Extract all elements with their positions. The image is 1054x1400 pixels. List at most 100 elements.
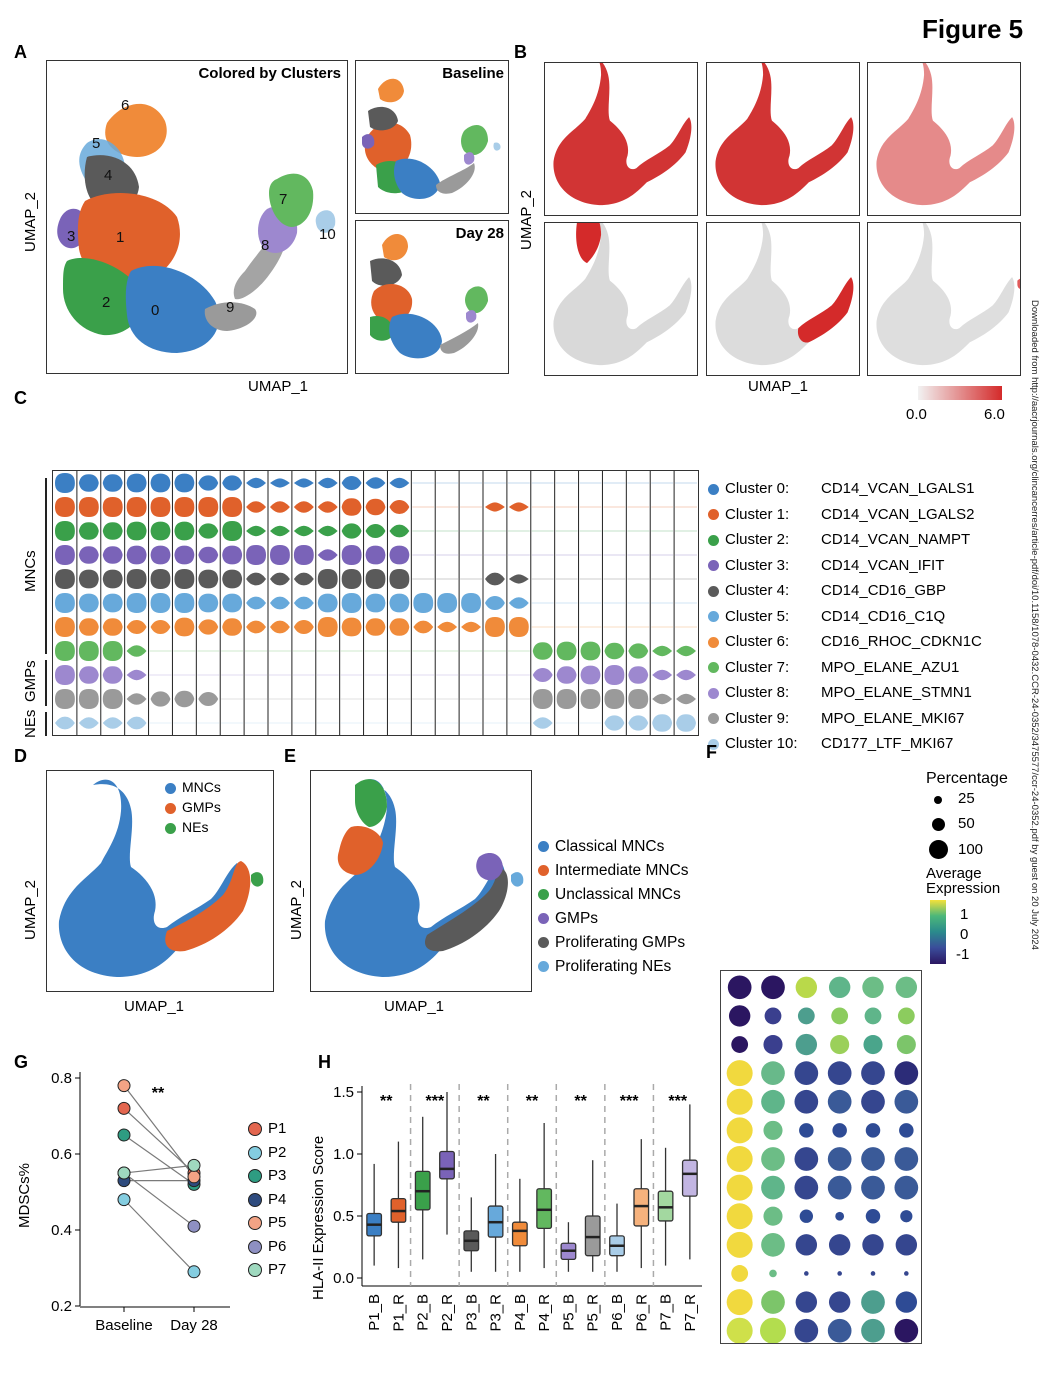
cluster-num-3: 3 — [67, 228, 75, 245]
chart-g-line-p3 — [123, 1134, 195, 1185]
panel-e-label: E — [284, 746, 297, 766]
cluster-num-0: 0 — [151, 302, 159, 319]
violin-svg — [54, 471, 697, 735]
chart-h-box-p7_r — [681, 1104, 698, 1260]
panel-e-ylabel: UMAP_2 — [288, 879, 305, 940]
cluster-legend-item-7: Cluster 7: MPO_ELANE_AZU1 — [708, 659, 959, 676]
violin-plot — [52, 470, 699, 736]
chart-g-point-p3 — [117, 1128, 131, 1142]
chart-h-ytick-label: 0.0 — [333, 1270, 354, 1287]
chart-h-significance: *** — [426, 1093, 445, 1110]
feature-svg-lyz — [553, 51, 692, 206]
chart-h-xtick-label: P5_B — [560, 1294, 577, 1331]
chart-h-xtick-label: P6_B — [609, 1294, 626, 1331]
chart-g-legend-p7: P7 — [248, 1261, 286, 1278]
cluster-num-2: 2 — [102, 294, 110, 311]
chart-g-point-p7 — [187, 1158, 201, 1172]
subtype-legend-item-0: Classical MNCs — [538, 838, 664, 856]
chart-h-box-p1_b — [366, 1163, 383, 1266]
panel-b-ylabel: UMAP_2 — [518, 189, 535, 250]
chart-g-ylabel: MDSCs% — [16, 1162, 33, 1228]
cluster-dot — [708, 509, 719, 521]
panel-a-xlabel: UMAP_1 — [248, 378, 309, 395]
umap-day28-svg — [370, 233, 488, 359]
cluster-legend-item-0: Cluster 0: CD14_VCAN_LGALS1 — [708, 480, 974, 497]
panel-a-ylabel: UMAP_2 — [22, 191, 39, 252]
legend-label: P3 — [268, 1167, 287, 1184]
cluster-dot — [708, 534, 719, 546]
chart-h-significance: ** — [574, 1093, 587, 1110]
mncs-bracket — [45, 478, 47, 654]
umap-day28-plot: Day 28 — [355, 220, 509, 374]
cluster-name: Cluster 3: — [725, 556, 790, 574]
cluster-name: Cluster 0: — [725, 480, 790, 497]
avg-expression-colorbar — [930, 900, 946, 964]
chart-g-ytick-label: 0.2 — [51, 1298, 72, 1315]
chart-h-xtick-label: P1_R — [390, 1294, 407, 1332]
mdsc-line-chart: 0.2 0.4 0.6 0.8 Baseline Day 28 ** — [51, 1070, 230, 1334]
cluster-desc: CD14_VCAN_IFIT — [821, 556, 945, 574]
panel-b-label: B — [514, 42, 527, 62]
cluster-legend-item-10: Cluster 10: CD177_LTF_MKI67 — [708, 735, 953, 752]
expression-colorbar — [918, 386, 1002, 400]
baseline-title: Baseline — [442, 65, 504, 82]
cluster-name: Cluster 7: — [725, 658, 790, 676]
chart-g-point-p5 — [117, 1079, 131, 1093]
panel-b-xlabel: UMAP_1 — [748, 378, 809, 395]
subtype-label: Proliferating NEs — [555, 958, 672, 975]
chart-h-xtick-label: P2_R — [439, 1294, 456, 1332]
cluster-dot — [708, 713, 719, 725]
panel-f-label: F — [706, 742, 717, 762]
chart-h-ytick-label: 1.5 — [333, 1084, 354, 1101]
cluster-num-5: 5 — [92, 135, 100, 152]
chart-h-box-p4_r — [536, 1123, 553, 1269]
chart-g-line-p7 — [123, 1164, 195, 1174]
cluster-num-9: 9 — [226, 299, 234, 316]
legend-label: P4 — [268, 1190, 287, 1208]
avg-tick-0: 0 — [960, 926, 969, 943]
feature-plot-mpo — [706, 211, 860, 376]
umap-baseline-plot: Baseline — [355, 60, 509, 214]
cluster-legend-item-6: Cluster 6: CD16_RHOC_CDKN1C — [708, 633, 982, 650]
chart-h-xtick-label: P7_R — [682, 1294, 699, 1332]
umap-subtype-plot — [310, 770, 532, 992]
legend-label: P1 — [268, 1120, 287, 1137]
chart-h-significance: *** — [620, 1093, 639, 1110]
chart-h-box-p2_b — [414, 1116, 431, 1260]
cluster-desc: MPO_ELANE_AZU1 — [821, 658, 960, 676]
chart-g-xtick-label: Day 28 — [170, 1317, 218, 1334]
percentage-title: Percentage — [926, 770, 1008, 787]
cluster-legend-item-4: Cluster 4: CD14_CD16_GBP — [708, 582, 946, 599]
cluster-legend-item-8: Cluster 8: MPO_ELANE_STMN1 — [708, 684, 972, 701]
umap-clusters-title: Colored by Clusters — [198, 65, 341, 82]
legend-dot — [248, 1216, 262, 1231]
subtype-label: Unclassical MNCs — [555, 886, 681, 903]
cluster-num-4: 4 — [104, 167, 112, 184]
chart-h-significance: ** — [526, 1093, 539, 1110]
cluster-name: Cluster 6: — [725, 633, 790, 650]
percentage-dot-50 — [932, 818, 945, 831]
cluster-desc: CD14_VCAN_NAMPT — [821, 531, 971, 548]
umap-subtype-svg — [324, 779, 524, 977]
chart-g-legend-p3: P3 — [248, 1167, 286, 1184]
panel-c-label: C — [14, 388, 27, 408]
subtype-legend-item-2: Unclassical MNCs — [538, 886, 681, 904]
subtype-legend-item-3: GMPs — [538, 910, 598, 928]
avg-tick-1: 1 — [960, 906, 969, 923]
chart-h-xtick-label: P6_R — [633, 1294, 650, 1332]
subtype-label: Intermediate MNCs — [555, 862, 689, 879]
legend-dot — [248, 1145, 262, 1160]
nes-bracket — [45, 712, 47, 736]
subtype-dot — [538, 913, 549, 925]
group-nes: NEs — [22, 709, 39, 738]
chart-g-ytick-label: 0.6 — [51, 1146, 72, 1163]
cluster-name: Cluster 9: — [725, 709, 790, 727]
umap-baseline-svg — [362, 78, 501, 199]
cluster-desc: CD14_CD16_GBP — [821, 582, 947, 599]
chart-g-line-p5 — [123, 1085, 195, 1178]
cluster-name: Cluster 10: — [725, 735, 798, 752]
cluster-dot — [708, 611, 719, 623]
subtype-dot — [538, 937, 549, 949]
feature-plot-lyz — [544, 51, 698, 216]
dot-plot-svg — [726, 975, 919, 1344]
